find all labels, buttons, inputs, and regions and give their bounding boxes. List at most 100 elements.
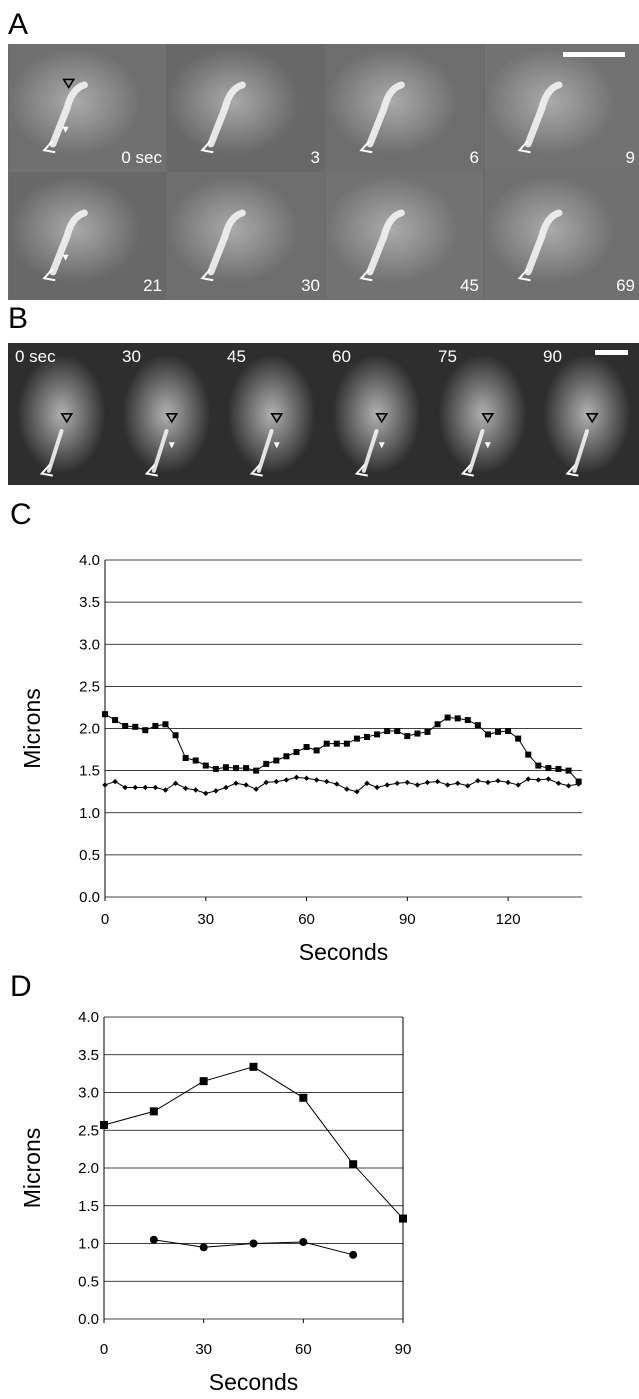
black-triangle-icon (60, 413, 74, 424)
black-triangle-icon (481, 413, 495, 424)
panel-a-frame-r2-c2-image (167, 175, 299, 284)
cell-glow (326, 47, 458, 156)
data-point-square (122, 722, 129, 729)
panel-b-frame-4 (324, 343, 429, 485)
data-point-diamond (404, 779, 411, 786)
data-point-square (364, 733, 371, 740)
data-point-square (243, 765, 250, 772)
data-point-square (222, 764, 229, 771)
data-point-diamond (545, 776, 552, 782)
fluorescent-structure (49, 81, 88, 148)
data-point-diamond (535, 777, 542, 783)
data-point-square (212, 765, 219, 772)
white-arrowhead-icon (249, 463, 263, 477)
data-point-diamond (283, 777, 290, 783)
white-arrowhead-icon (200, 268, 214, 282)
small-arrowhead-icon (62, 126, 69, 133)
small-arrowhead-icon (168, 442, 175, 449)
data-point-square (100, 1120, 108, 1129)
panel-a-frame-r1-c3-image (326, 47, 458, 156)
data-point-diamond (334, 781, 340, 787)
data-point-square (132, 723, 139, 730)
y-tick-label: 1.0 (79, 805, 100, 822)
panel-label-c: C (10, 498, 32, 531)
fluorescent-structure (524, 209, 563, 276)
white-arrowhead-icon (517, 268, 531, 282)
fluorescent-structure (207, 81, 246, 148)
data-point-diamond (424, 779, 431, 786)
small-arrowhead-icon (378, 442, 385, 449)
panel-d-chart: 0.0 0.5 1.0 1.5 2.0 2.5 3.0 3.5 4.0 0 30 60 90 Second… (19, 1009, 411, 1395)
data-point-square (253, 767, 260, 774)
white-arrowhead-icon (39, 463, 53, 477)
panel-a-frame-r1-c2-image (167, 47, 299, 156)
data-point-diamond (565, 783, 572, 789)
frame-time-label: 21 (143, 276, 162, 295)
y-tick-label: 0.5 (79, 847, 100, 864)
data-point-diamond (192, 787, 199, 793)
data-point-square (349, 1160, 358, 1169)
data-point-square (249, 1062, 258, 1071)
x-tick-label: 120 (496, 911, 521, 928)
data-point-diamond (515, 782, 521, 788)
panel-a-frame-r2-c1-image (9, 175, 141, 284)
frame-time-label: 6 (469, 148, 479, 167)
panel-b-frame-2-image (122, 354, 211, 477)
y-axis-label: Microns (19, 1128, 45, 1209)
cell-glow (485, 175, 615, 284)
x-tick-label: 30 (195, 1341, 212, 1358)
y-tick-label: 4.0 (79, 552, 100, 569)
data-point-diamond (434, 778, 441, 785)
panel-b-frame-6 (535, 343, 639, 485)
data-point-diamond (495, 778, 501, 784)
data-point-square (233, 765, 240, 772)
white-arrowhead-icon (517, 140, 531, 154)
white-arrowhead-icon (42, 268, 56, 282)
data-point-square (192, 757, 199, 764)
data-point-square (495, 728, 502, 735)
data-point-square (515, 735, 522, 742)
data-point-square (102, 711, 108, 718)
x-tick-label: 30 (197, 911, 214, 928)
data-point-square (199, 1077, 208, 1086)
data-point-square (394, 728, 401, 735)
panel-b-frame-5-image (438, 354, 527, 477)
panel-b-scale-bar (595, 350, 628, 355)
data-point-square (343, 740, 350, 747)
panel-b-frame-4-image (332, 354, 421, 477)
data-point-square (525, 751, 532, 758)
data-point-square (484, 731, 491, 738)
panel-a-frame-r2-c1 (9, 172, 166, 300)
data-point-square (273, 757, 280, 764)
data-point-circle (349, 1250, 358, 1259)
y-tick-label: 0.0 (79, 889, 100, 906)
frame-time-label: 60 (332, 347, 351, 366)
cell-glow (326, 175, 458, 284)
panel-b-frame-6-image (543, 354, 631, 477)
white-arrowhead-icon (460, 463, 474, 477)
panel-a-frame-r1-c1-image (9, 47, 141, 156)
data-point-square (474, 722, 481, 729)
data-point-square (112, 717, 119, 724)
data-point-diamond (182, 785, 189, 792)
data-point-square (313, 747, 320, 754)
small-arrowhead-icon (273, 442, 280, 449)
x-tick-label: 0 (100, 1341, 108, 1358)
frame-time-label: 9 (625, 148, 635, 167)
data-point-square (545, 765, 552, 772)
data-point-square (374, 731, 381, 738)
frame-time-label: 45 (227, 347, 246, 366)
x-tick-label: 60 (298, 911, 315, 928)
fluorescent-structure (207, 209, 246, 276)
y-tick-label: 0.0 (78, 1311, 99, 1328)
x-tick-label: 90 (399, 911, 416, 928)
fluorescent-structure (366, 81, 405, 148)
series-1-line (103, 1066, 404, 1219)
data-point-square (565, 767, 572, 774)
data-point-square (535, 762, 542, 769)
x-tick-label: 0 (101, 911, 109, 928)
white-arrowhead-icon (42, 140, 56, 154)
panel-a-frame-r1-c2 (167, 44, 324, 172)
data-point-square (172, 732, 179, 739)
y-tick-label: 2.0 (78, 1160, 99, 1177)
